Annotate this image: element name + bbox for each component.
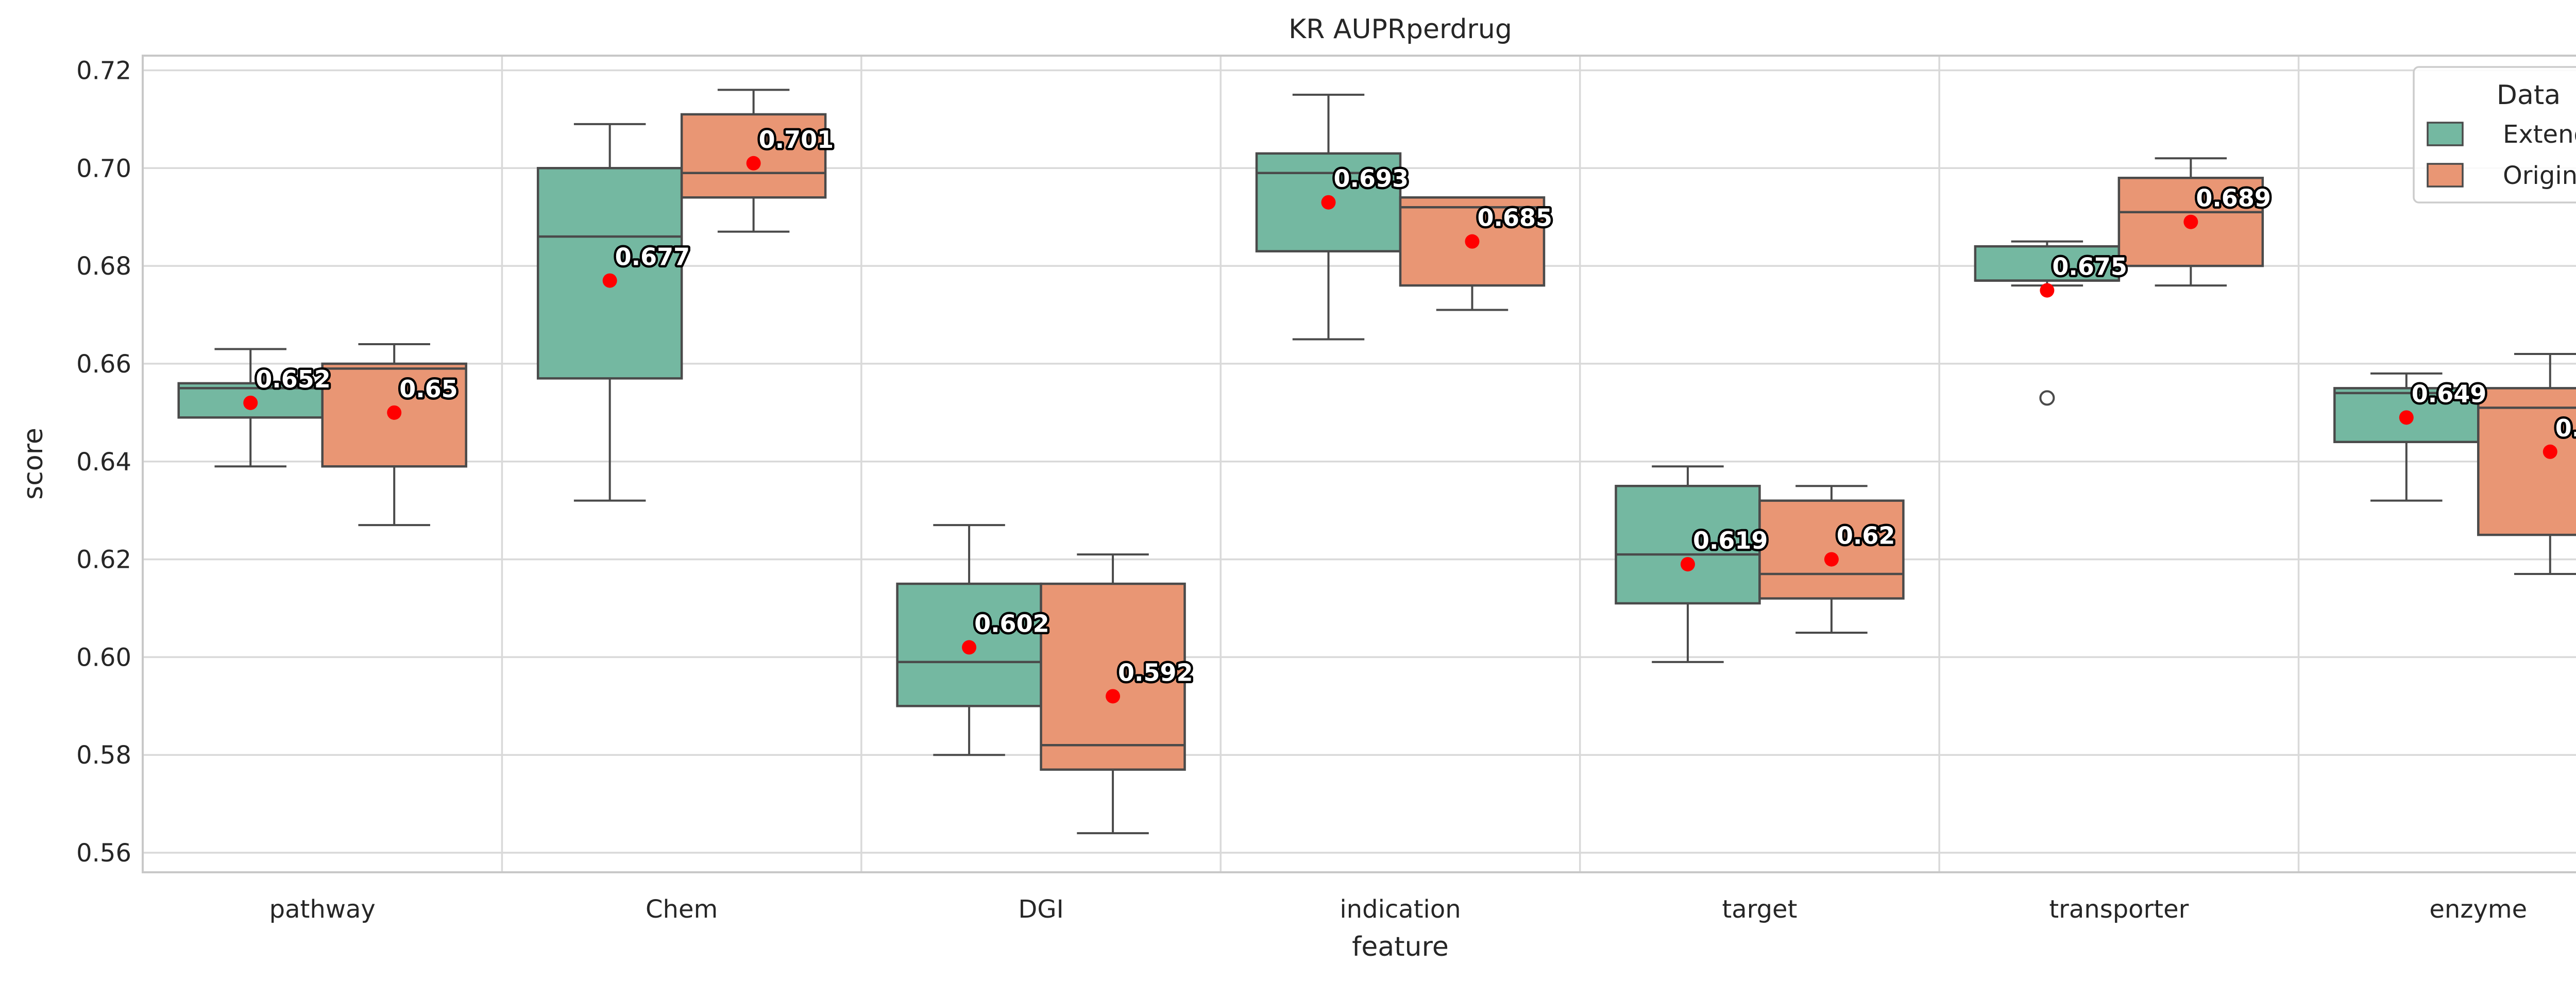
iqr-box	[536, 167, 683, 380]
mean-label: 0.701	[759, 126, 834, 154]
iqr-box	[2477, 387, 2576, 536]
mean-marker	[1824, 552, 1839, 567]
box-original-dgi	[1040, 553, 1186, 835]
x-tick-label: enzyme	[2429, 895, 2527, 924]
x-tick-label: target	[1722, 895, 1797, 924]
mean-marker	[1321, 195, 1336, 210]
y-tick-label: 0.64	[76, 448, 131, 477]
mean-label: 0.675	[2052, 253, 2127, 281]
legend-swatch-original	[2427, 163, 2464, 188]
y-tick-label: 0.72	[76, 56, 131, 85]
iqr-box	[1040, 582, 1186, 771]
box-original-target	[1758, 485, 1905, 634]
x-tick-label: indication	[1340, 895, 1461, 924]
iqr-box	[680, 113, 827, 199]
mean-label: 0.65	[399, 375, 458, 403]
chart-title: KR AUPRperdrug	[1289, 14, 1512, 45]
iqr-box	[1615, 484, 1761, 605]
y-tick-label: 0.60	[76, 643, 131, 672]
mean-label: 0.685	[1477, 204, 1552, 232]
mean-label: 0.642	[2555, 414, 2576, 442]
y-tick-label: 0.58	[76, 741, 131, 770]
legend-title: Data	[2497, 80, 2561, 111]
mean-marker	[243, 395, 258, 410]
y-tick-label: 0.70	[76, 154, 131, 183]
mean-label: 0.602	[974, 610, 1049, 637]
mean-label: 0.652	[256, 365, 331, 393]
iqr-box	[1974, 245, 2121, 282]
box-extended-target	[1615, 465, 1761, 663]
y-tick-label: 0.68	[76, 252, 131, 281]
mean-label: 0.619	[1693, 527, 1768, 554]
box-original-chem	[680, 89, 827, 233]
mean-marker	[2183, 214, 2198, 229]
y-axis-label: score	[18, 428, 49, 500]
mean-marker	[746, 156, 761, 171]
mean-marker	[2399, 410, 2414, 425]
mean-marker	[962, 640, 977, 655]
mean-marker	[2040, 283, 2055, 298]
y-tick-labels: 0.56 0.58 0.60 0.62 0.64 0.66 0.68 0.70 0.72	[76, 56, 131, 868]
box-extended-transporter	[1974, 240, 2121, 406]
legend-swatch-extended	[2427, 122, 2464, 146]
x-tick-label: DGI	[1018, 895, 1063, 924]
mean-label: 0.592	[1118, 658, 1193, 686]
mean-label: 0.677	[615, 243, 690, 271]
mean-label: 0.689	[2196, 184, 2271, 212]
box-extended-chem	[536, 123, 683, 502]
x-tick-labels: pathway Chem DGI indication target transporte…	[269, 895, 2528, 924]
mean-marker	[387, 405, 402, 420]
mean-marker	[1106, 689, 1121, 704]
x-axis-label: feature	[1352, 932, 1449, 962]
legend-label-original: Original	[2503, 161, 2576, 190]
iqr-box	[1758, 499, 1905, 600]
means-layer: 0.652 0.677 0.602 0.693 0.619 0.675 0.649 0.65 0…	[243, 123, 2576, 704]
x-tick-label: transporter	[2049, 895, 2189, 924]
x-tick-label: pathway	[269, 895, 376, 924]
mean-marker	[1680, 557, 1695, 572]
box-extended-indication	[1255, 93, 1402, 341]
box-original-pathway	[321, 343, 467, 527]
boxes-layer	[177, 89, 2576, 835]
outlier-point	[2039, 390, 2055, 406]
legend: Data Extended Original	[2413, 66, 2576, 204]
mean-marker	[1465, 234, 1480, 249]
mean-label: 0.693	[1334, 165, 1409, 193]
y-tick-label: 0.56	[76, 839, 131, 868]
plot-frame	[142, 55, 2576, 873]
y-tick-label: 0.66	[76, 350, 131, 379]
y-tick-label: 0.62	[76, 546, 131, 574]
mean-marker	[2543, 444, 2557, 459]
mean-label: 0.62	[1837, 522, 1895, 550]
mean-label: 0.649	[2412, 380, 2487, 408]
box-original-enzyme	[2477, 352, 2576, 576]
legend-label-extended: Extended	[2503, 120, 2576, 149]
mean-marker	[602, 273, 617, 288]
x-tick-label: Chem	[646, 895, 718, 924]
